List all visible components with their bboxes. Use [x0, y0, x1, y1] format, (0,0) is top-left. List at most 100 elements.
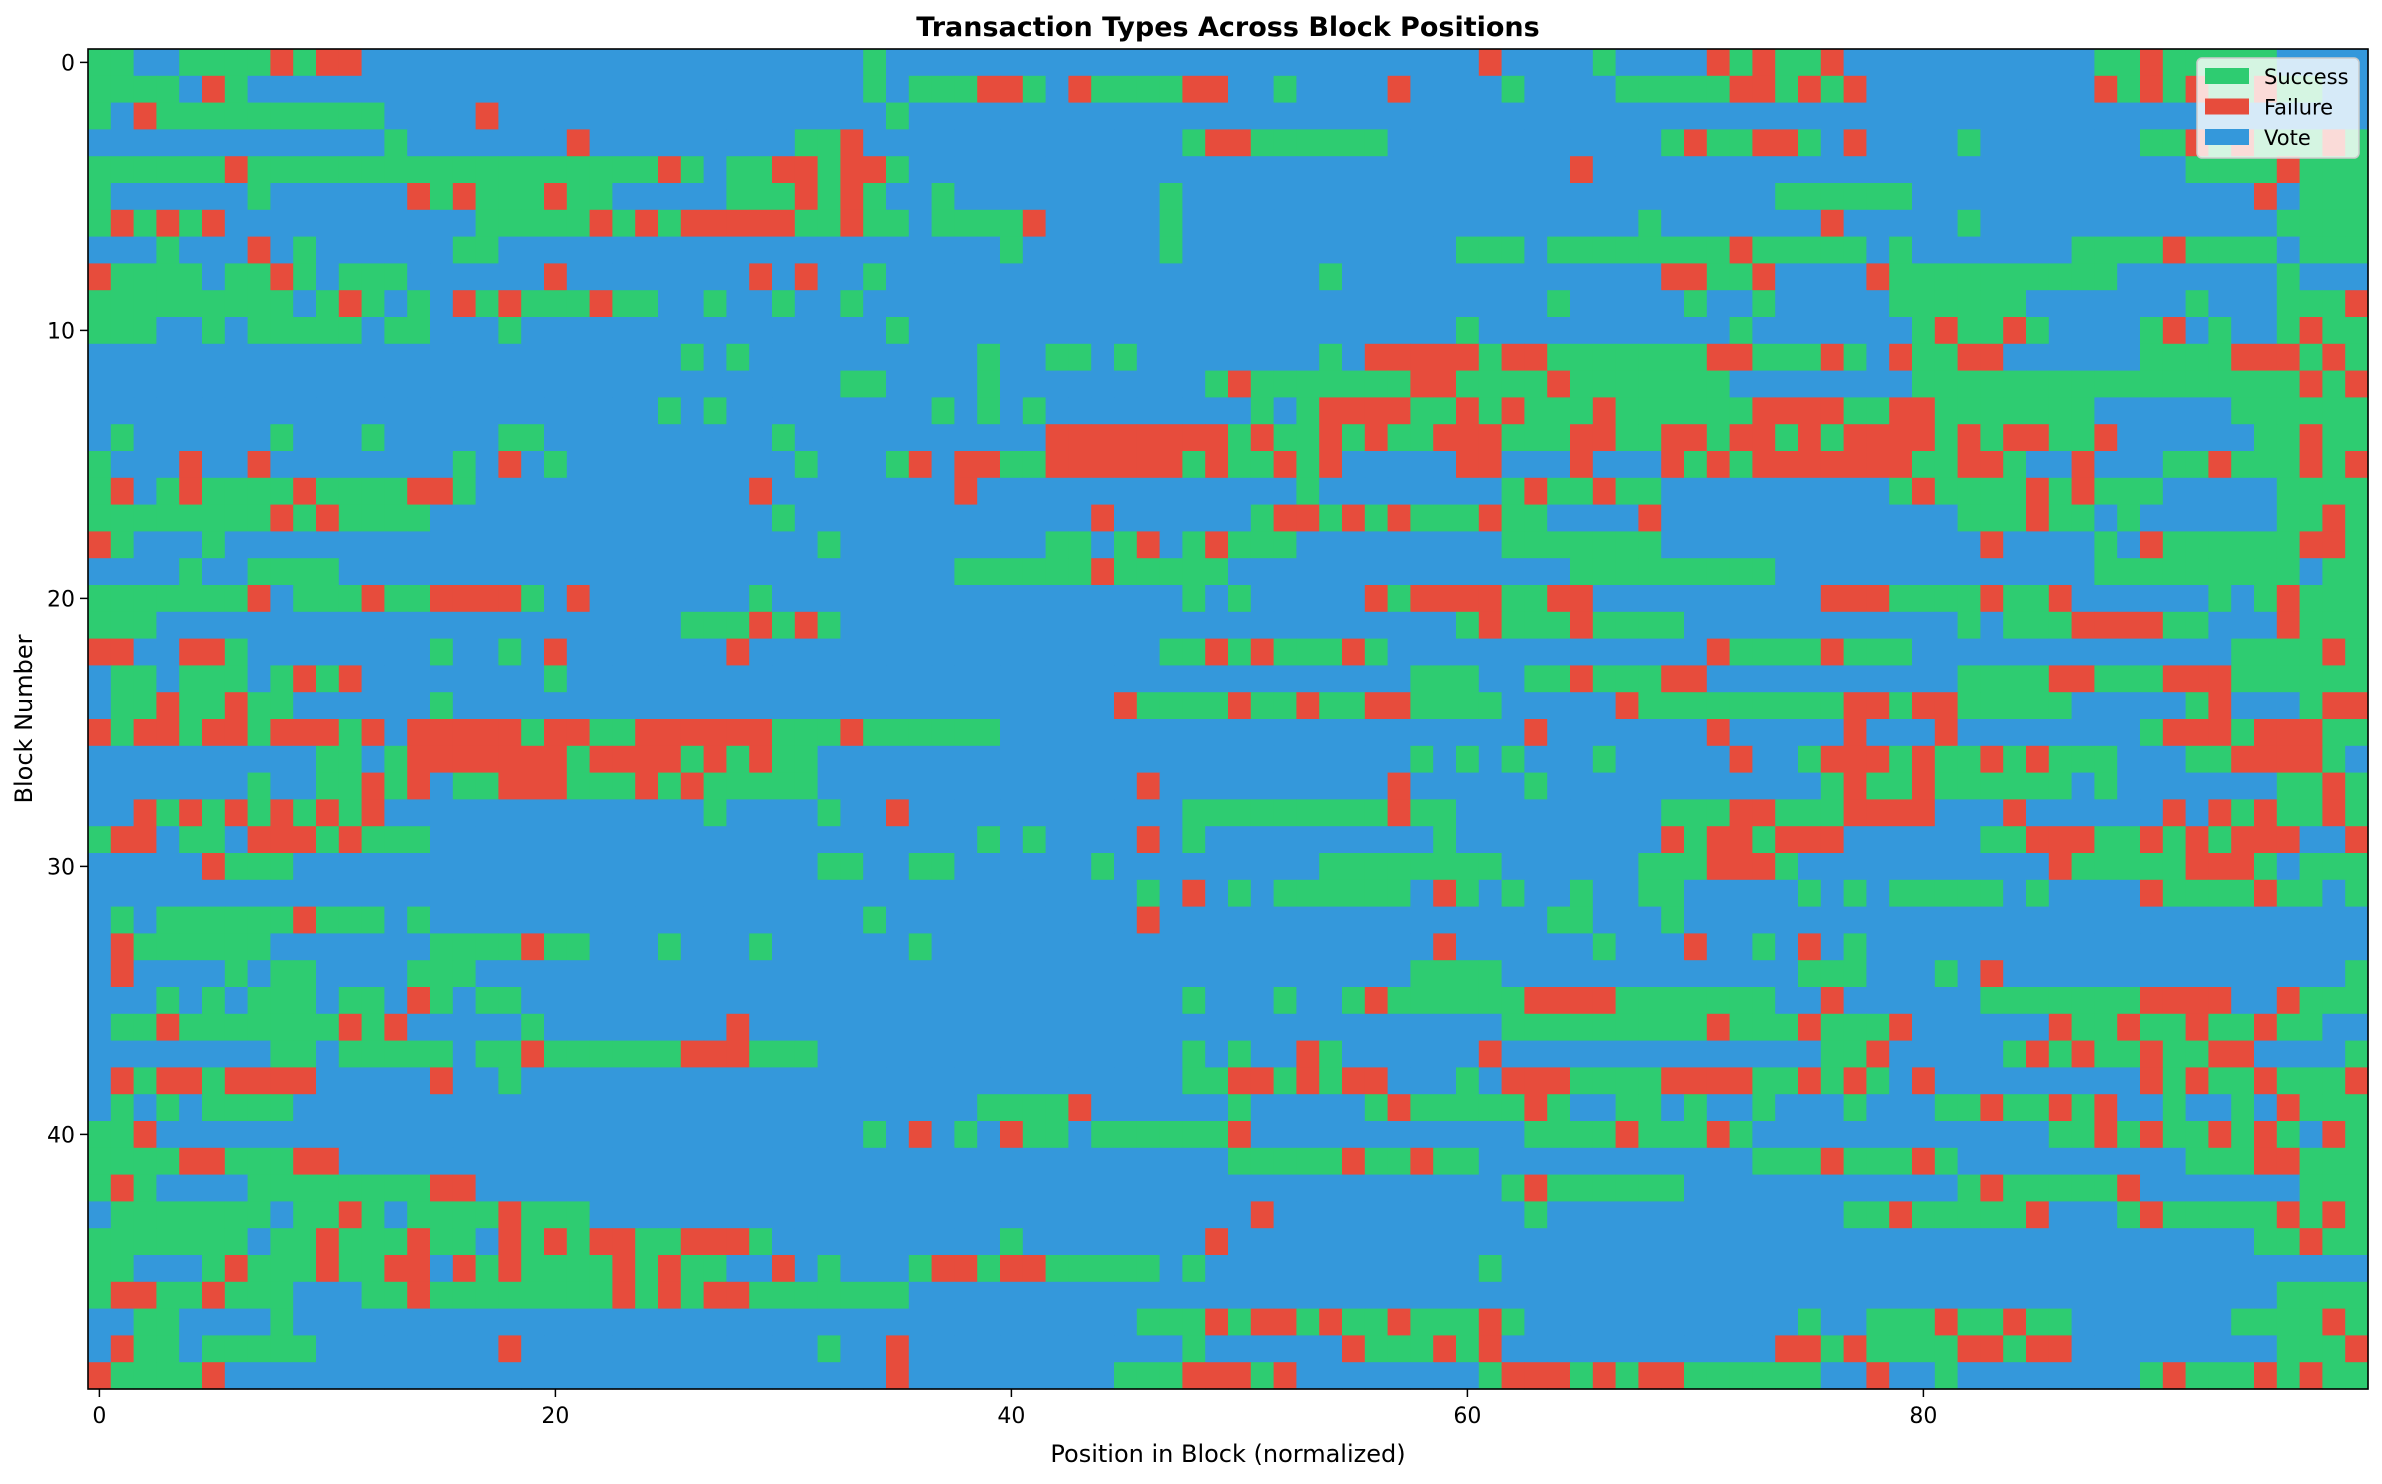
heatmap-cell-success — [1114, 75, 1138, 104]
heatmap-cell-vote — [566, 799, 591, 827]
heatmap-cell-success — [1980, 370, 2004, 398]
heatmap-cell-vote — [1501, 960, 1525, 988]
heatmap-cell-vote — [1205, 343, 1229, 372]
heatmap-cell-success — [2345, 209, 2369, 238]
heatmap-cell-vote — [1205, 1147, 1229, 1176]
heatmap-cell-failure — [1980, 1094, 2004, 1122]
heatmap-cell-vote — [1296, 1013, 1320, 1042]
heatmap-cell-success — [2185, 1201, 2209, 1229]
heatmap-cell-vote — [794, 290, 819, 318]
heatmap-cell-failure — [2026, 477, 2050, 506]
heatmap-cell-success — [2140, 853, 2164, 881]
heatmap-cell-success — [2140, 129, 2164, 157]
heatmap-cell-vote — [110, 745, 135, 774]
heatmap-cell-vote — [1798, 1121, 1822, 1149]
heatmap-cell-failure — [384, 1013, 408, 1042]
heatmap-cell-vote — [1205, 477, 1229, 506]
heatmap-cell-failure — [1228, 1121, 1252, 1149]
heatmap-cell-vote — [2185, 209, 2209, 238]
heatmap-cell-failure — [1729, 826, 1753, 854]
heatmap-cell-success — [863, 1281, 887, 1310]
heatmap-cell-vote — [1478, 933, 1503, 961]
heatmap-cell-failure — [1980, 451, 2004, 479]
heatmap-cell-vote — [156, 397, 180, 425]
heatmap-cell-vote — [1022, 611, 1047, 640]
heatmap-cell-vote — [179, 1094, 203, 1122]
heatmap-cell-vote — [1501, 290, 1525, 318]
heatmap-cell-success — [133, 263, 157, 291]
heatmap-cell-vote — [954, 799, 978, 827]
heatmap-cell-vote — [703, 75, 727, 104]
heatmap-cell-success — [2140, 236, 2164, 264]
heatmap-cell-vote — [1729, 477, 1753, 506]
heatmap-cell-vote — [361, 853, 385, 881]
heatmap-cell-vote — [1820, 370, 1845, 398]
heatmap-cell-failure — [1843, 75, 1867, 104]
heatmap-cell-vote — [1364, 1201, 1389, 1229]
heatmap-cell-success — [2231, 1362, 2255, 1390]
heatmap-cell-vote — [1478, 772, 1503, 800]
heatmap-cell-failure — [1387, 799, 1411, 827]
heatmap-cell-success — [270, 290, 294, 318]
heatmap-cell-vote — [544, 236, 568, 264]
heatmap-cell-success — [2003, 1335, 2027, 1363]
heatmap-cell-success — [1980, 1308, 2004, 1336]
heatmap-cell-vote — [1022, 1228, 1047, 1256]
heatmap-cell-failure — [1843, 745, 1867, 774]
heatmap-cell-vote — [179, 879, 203, 908]
heatmap-cell-vote — [1114, 397, 1138, 425]
heatmap-cell-vote — [1159, 477, 1183, 506]
heatmap-cell-vote — [1182, 1147, 1206, 1176]
heatmap-cell-failure — [840, 156, 864, 184]
heatmap-cell-vote — [2117, 424, 2141, 452]
heatmap-cell-vote — [612, 611, 636, 640]
heatmap-cell-vote — [179, 424, 203, 452]
heatmap-cell-vote — [2026, 451, 2050, 479]
heatmap-cell-vote — [202, 960, 226, 988]
heatmap-cell-success — [224, 1228, 249, 1256]
heatmap-cell-success — [2322, 719, 2346, 747]
heatmap-cell-vote — [2208, 611, 2232, 640]
heatmap-cell-success — [475, 236, 499, 264]
heatmap-cell-vote — [2094, 1067, 2118, 1095]
heatmap-cell-vote — [1319, 236, 1343, 264]
heatmap-cell-success — [1501, 585, 1525, 613]
heatmap-cell-vote — [2345, 745, 2369, 774]
heatmap-cell-vote — [1729, 1040, 1753, 1068]
heatmap-cell-success — [88, 1255, 112, 1283]
heatmap-cell-vote — [635, 1335, 659, 1363]
heatmap-cell-vote — [1706, 879, 1731, 908]
heatmap-cell-vote — [680, 263, 705, 291]
heatmap-cell-vote — [954, 343, 978, 372]
heatmap-cell-vote — [2071, 585, 2095, 613]
heatmap-cell-success — [589, 156, 613, 184]
heatmap-cell-vote — [703, 853, 727, 881]
heatmap-cell-vote — [1433, 129, 1457, 157]
heatmap-cell-vote — [1706, 1174, 1731, 1202]
heatmap-cell-vote — [247, 1121, 271, 1149]
heatmap-cell-vote — [886, 183, 910, 211]
heatmap-cell-success — [1729, 317, 1753, 345]
heatmap-cell-vote — [2254, 772, 2278, 800]
heatmap-cell-failure — [954, 477, 978, 506]
heatmap-cell-vote — [1364, 1040, 1389, 1068]
heatmap-cell-vote — [1820, 1201, 1845, 1229]
heatmap-cell-failure — [2208, 1121, 2232, 1149]
heatmap-cell-success — [270, 987, 294, 1015]
heatmap-cell-success — [1980, 987, 2004, 1015]
heatmap-cell-vote — [589, 611, 613, 640]
heatmap-cell-vote — [703, 1067, 727, 1095]
heatmap-cell-vote — [361, 183, 385, 211]
heatmap-cell-vote — [1706, 102, 1731, 130]
heatmap-cell-failure — [1478, 451, 1503, 479]
heatmap-cell-vote — [749, 451, 773, 479]
heatmap-cell-vote — [156, 424, 180, 452]
heatmap-cell-vote — [361, 611, 385, 640]
heatmap-cell-success — [954, 558, 978, 586]
heatmap-cell-vote — [977, 129, 1001, 157]
heatmap-cell-failure — [1091, 558, 1115, 586]
heatmap-cell-vote — [1456, 263, 1480, 291]
heatmap-cell-success — [1478, 1094, 1503, 1122]
heatmap-cell-vote — [498, 1308, 522, 1336]
heatmap-cell-vote — [863, 933, 887, 961]
